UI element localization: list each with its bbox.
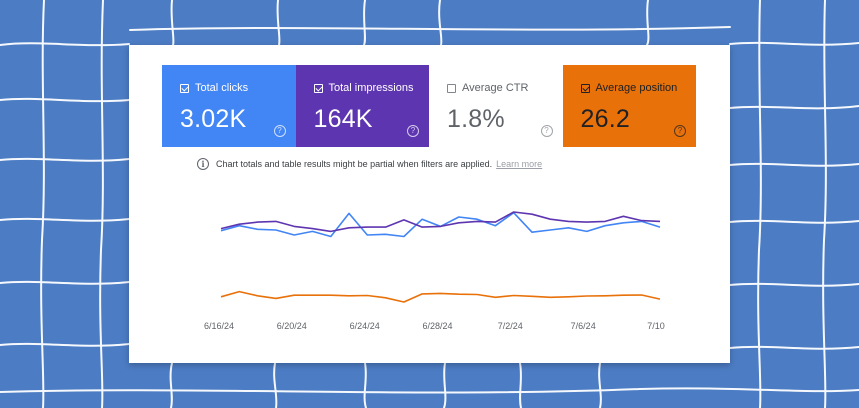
tile-label: Total impressions xyxy=(328,82,414,94)
tile-header: Average position xyxy=(580,81,697,95)
checkbox-icon[interactable] xyxy=(447,83,456,93)
help-icon[interactable]: ? xyxy=(407,125,419,137)
filter-notice: i Chart totals and table results might b… xyxy=(197,158,542,170)
tile-header: Average CTR xyxy=(447,81,563,95)
learn-more-link[interactable]: Learn more xyxy=(496,159,543,169)
tile-header: Total clicks xyxy=(180,81,296,95)
tile-label: Average CTR xyxy=(462,82,529,94)
series-line-average-position xyxy=(220,290,661,303)
tile-value: 1.8% xyxy=(447,105,505,133)
info-icon: i xyxy=(197,158,209,170)
x-tick-label: 6/28/24 xyxy=(422,321,452,331)
checkbox-icon[interactable] xyxy=(313,83,323,93)
performance-card: Total clicks 3.02K ? Total impressions 1… xyxy=(129,45,730,363)
metric-tiles: Total clicks 3.02K ? Total impressions 1… xyxy=(162,65,696,147)
tile-value: 3.02K xyxy=(180,105,247,133)
x-tick-label: 7/6/24 xyxy=(571,321,596,331)
help-icon[interactable]: ? xyxy=(273,125,286,137)
x-tick-label: 6/16/24 xyxy=(204,321,234,331)
performance-chart: 6/16/24 6/20/24 6/24/24 6/28/24 7/2/24 7/6/24… xyxy=(204,211,665,331)
help-icon[interactable]: ? xyxy=(674,125,686,137)
notice-text: Chart totals and table results might be … xyxy=(216,159,493,169)
total-clicks-tile[interactable]: Total clicks 3.02K ? xyxy=(162,65,296,147)
help-icon[interactable]: ? xyxy=(540,125,553,137)
average-position-tile[interactable]: Average position 26.2 ? xyxy=(562,65,697,147)
average-ctr-tile[interactable]: Average CTR 1.8% ? xyxy=(429,65,563,147)
x-tick-label: 7/2/24 xyxy=(498,321,523,331)
tile-label: Average position xyxy=(595,82,678,94)
checkbox-icon[interactable] xyxy=(180,83,189,93)
x-tick-label: 6/20/24 xyxy=(277,321,307,331)
total-impressions-tile[interactable]: Total impressions 164K ? xyxy=(295,65,430,147)
tile-value: 26.2 xyxy=(580,105,630,133)
checkbox-icon[interactable] xyxy=(580,83,590,93)
x-tick-label: 7/10 xyxy=(647,321,665,331)
tile-value: 164K xyxy=(313,105,373,133)
tile-label: Total clicks xyxy=(195,82,249,94)
tile-header: Total impressions xyxy=(313,81,430,95)
series-line-total-impressions xyxy=(220,211,661,233)
x-tick-label: 6/24/24 xyxy=(350,321,380,331)
